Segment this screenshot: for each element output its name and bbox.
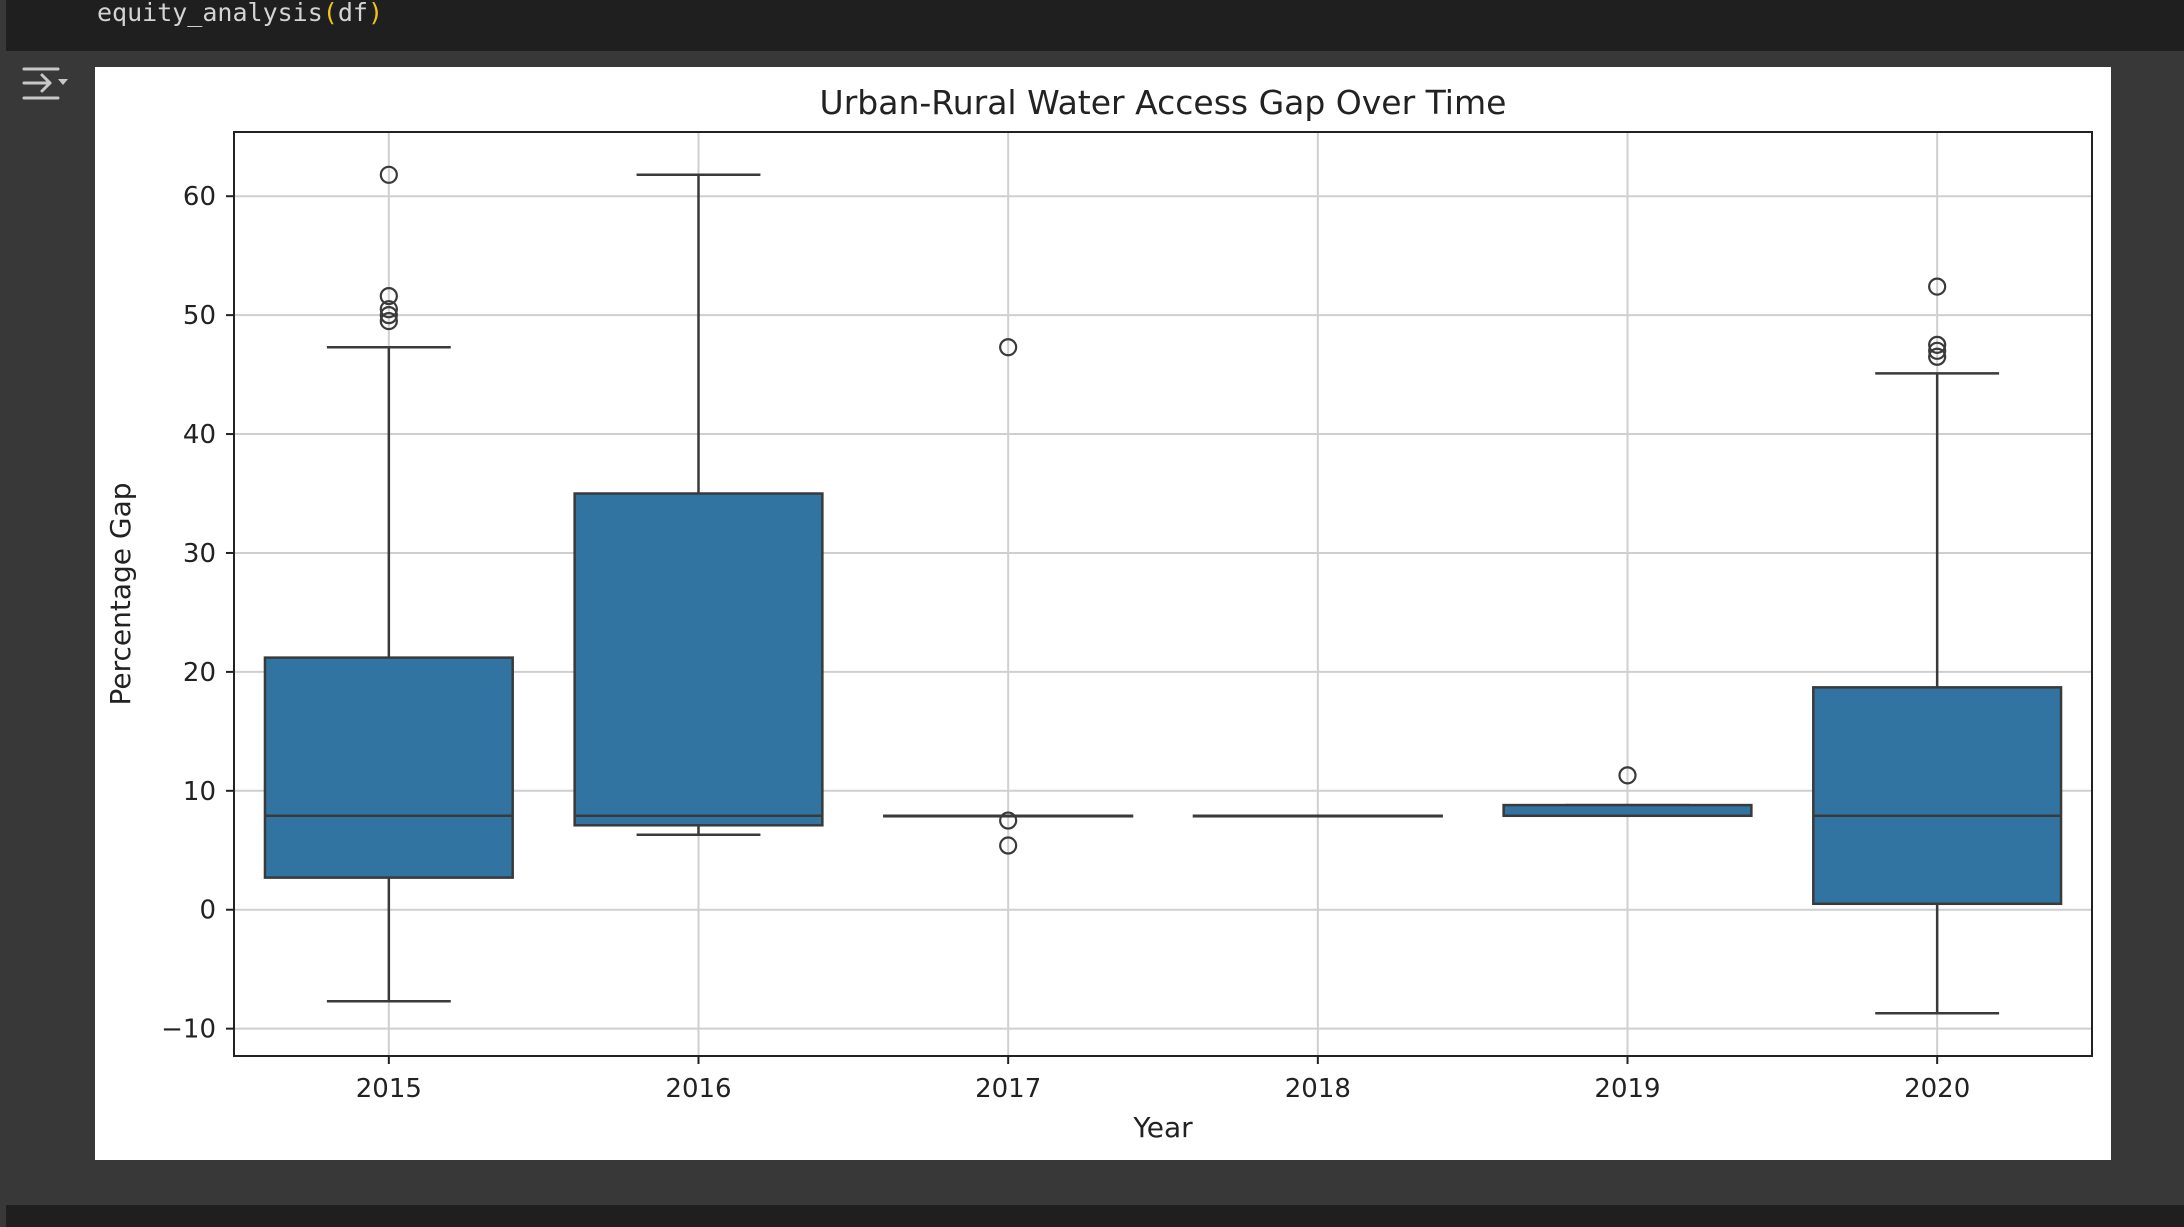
y-tick-label: 10	[183, 777, 216, 807]
x-tick-label: 2017	[975, 1074, 1041, 1104]
outlier-point	[379, 165, 398, 184]
box-2017	[883, 338, 1134, 855]
code-cell[interactable]: equity_analysis(df)	[6, 0, 2184, 51]
outlier-point	[999, 338, 1018, 357]
box-iqr	[1502, 803, 1753, 818]
box-layer	[263, 165, 2063, 1015]
outlier-point	[999, 811, 1018, 830]
box-2020	[1812, 277, 2063, 1015]
next-cell[interactable]	[6, 1205, 2184, 1227]
outlier-point	[999, 836, 1018, 855]
code-open-paren: (	[322, 0, 338, 27]
tick-layer: −10 0 10 20 30 40 50 60 2015 2016 2017 2018 2019 2020	[161, 182, 1970, 1104]
box-plot-chart: −10 0 10 20 30 40 50 60 2015 2016 2017 2018 2019 2020…	[104, 83, 2093, 1144]
code-argument: df	[337, 0, 368, 27]
y-tick-label: 0	[199, 896, 216, 926]
axes-frame	[233, 131, 2093, 1057]
box-iqr	[263, 656, 514, 879]
box-2019	[1502, 766, 1753, 818]
code-line[interactable]: equity_analysis(df)	[97, 0, 383, 26]
outlier-point	[1928, 347, 1947, 366]
outlier-point	[1928, 277, 1947, 296]
outlier-point	[1928, 335, 1947, 354]
box-2015	[263, 165, 514, 1003]
plot-output: −10 0 10 20 30 40 50 60 2015 2016 2017 2018 2019 2020…	[95, 67, 2111, 1160]
outlier-point	[379, 287, 398, 306]
y-tick-label: 60	[183, 182, 216, 212]
y-tick-label: −10	[161, 1015, 216, 1045]
collapse-output-icon[interactable]	[20, 64, 70, 110]
box-2018	[1192, 814, 1443, 818]
x-tick-label: 2020	[1904, 1074, 1970, 1104]
code-close-paren: )	[367, 0, 384, 27]
box-iqr	[573, 492, 824, 827]
outlier-point	[379, 311, 398, 331]
x-tick-label: 2018	[1285, 1074, 1351, 1104]
x-tick-label: 2015	[356, 1074, 422, 1104]
y-tick-label: 40	[183, 420, 216, 450]
y-axis-label: Percentage Gap	[104, 482, 137, 705]
grid-layer	[234, 132, 2092, 1056]
box-2016	[573, 173, 824, 837]
outlier-point	[1618, 766, 1637, 785]
box-iqr	[1812, 686, 2063, 906]
outlier-point	[1928, 341, 1947, 360]
chart-title: Urban-Rural Water Access Gap Over Time	[820, 83, 1507, 122]
outlier-point	[379, 306, 398, 325]
outlier-point	[379, 300, 398, 319]
x-tick-label: 2019	[1594, 1074, 1660, 1104]
x-tick-label: 2016	[665, 1074, 731, 1104]
y-tick-label: 30	[183, 539, 216, 569]
code-function-name: equity_analysis	[97, 0, 323, 27]
x-axis-label: Year	[1132, 1111, 1193, 1144]
y-tick-label: 50	[183, 301, 216, 331]
y-tick-label: 20	[183, 658, 216, 688]
